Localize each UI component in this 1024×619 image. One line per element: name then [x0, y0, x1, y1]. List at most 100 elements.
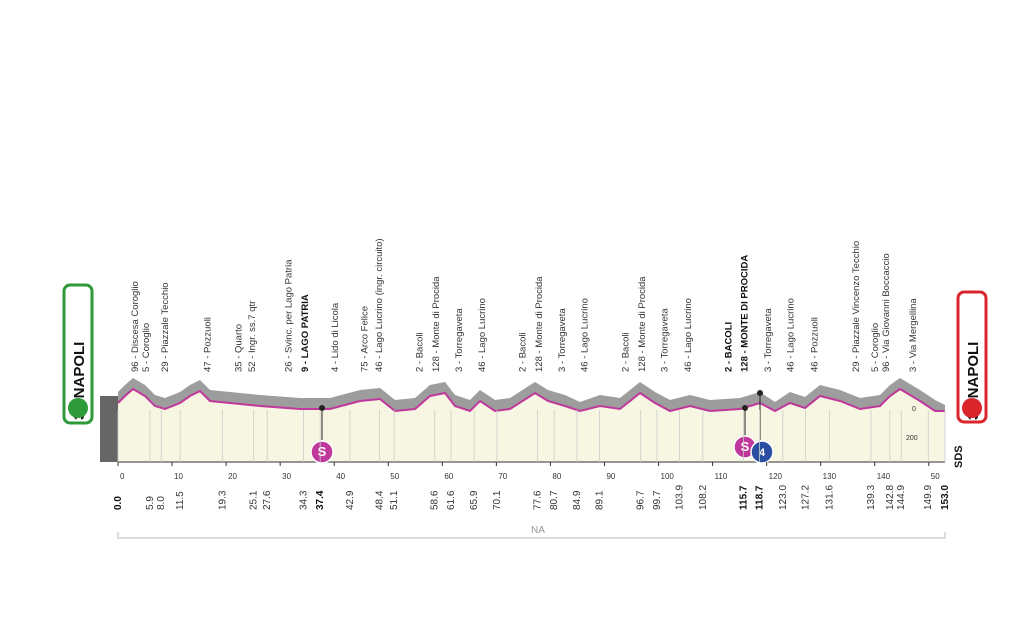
waypoint-label: 2 - BACOLI — [723, 322, 734, 372]
axis-tick-label: 100 — [661, 472, 675, 481]
axis-tick-label: 90 — [606, 472, 615, 481]
waypoint-label: 29 - Piazzale Vincenzo Tecchio — [851, 241, 862, 372]
waypoint-label: 3 - Torregaveta — [454, 308, 465, 372]
km-label: 51.1 — [389, 490, 400, 510]
km-label: 108.2 — [698, 485, 709, 510]
axis-tick-label: 50 — [931, 472, 940, 481]
waypoint-label: 4 - Lido di Licola — [330, 302, 341, 372]
waypoint-label: 128 - Monte di Procida — [637, 276, 648, 372]
waypoint-label: 2 - Bacoli — [621, 332, 632, 372]
axis-tick-label: 30 — [282, 472, 291, 481]
waypoint-label: 2 - Bacoli — [415, 332, 426, 372]
km-label: 89.1 — [595, 490, 606, 510]
axis-tick-label: 50 — [390, 472, 399, 481]
km-label: 153.0 — [940, 485, 951, 510]
km-label: 42.9 — [345, 490, 356, 510]
km-label: 144.9 — [896, 485, 907, 510]
km-label: 84.9 — [572, 490, 583, 510]
km-label: 115.7 — [738, 485, 749, 510]
km-label: 149.9 — [923, 485, 934, 510]
waypoint-label: 35 - Quarto — [234, 324, 245, 372]
axis-tick-label: 20 — [228, 472, 237, 481]
waypoint-label: 46 - Lago Lucrino (ingr. circuito) — [374, 238, 385, 372]
waypoint-label: 3 - Via Mergellina — [908, 298, 919, 372]
sprint-label: S — [318, 444, 327, 459]
waypoint-label: 47 - Pozzuoli — [202, 317, 213, 372]
sprint-dot — [319, 405, 325, 411]
km-label: 77.6 — [532, 490, 543, 510]
waypoint-label: 75 - Arco Felice — [360, 306, 371, 372]
altitude-tick: 200 — [906, 435, 918, 442]
climb-dot — [757, 390, 763, 396]
waypoint-label: 46 - Pozzuoli — [809, 317, 820, 372]
finish-icon — [962, 398, 982, 418]
waypoint-label: 46 - Lago Lucrino — [580, 298, 591, 372]
waypoint-label: 46 - Lago Lucrino — [786, 298, 797, 372]
km-label: 123.0 — [778, 485, 789, 510]
km-label: 118.7 — [755, 485, 766, 510]
distance-bracket — [117, 532, 946, 539]
km-label: 11.5 — [175, 491, 186, 510]
km-label: 99.7 — [652, 490, 663, 510]
waypoint-label: 128 - Monte di Procida — [431, 276, 442, 372]
km-label: 48.4 — [375, 490, 386, 510]
km-label: 19.3 — [217, 490, 228, 510]
start-block — [100, 396, 118, 462]
axis-tick-label: 120 — [769, 472, 783, 481]
waypoint-label: 5 - Coroglio — [141, 323, 152, 372]
climb-icon — [750, 440, 774, 464]
km-label: 131.6 — [824, 485, 835, 510]
start-icon — [68, 398, 88, 418]
km-label: 8.0 — [156, 496, 167, 510]
axis-tick-label: 40 — [336, 472, 345, 481]
waypoint-label: 3 - Torregaveta — [557, 308, 568, 372]
axis-tick-label: 130 — [823, 472, 837, 481]
km-label: 103.9 — [675, 485, 686, 510]
climb-category: 4 — [759, 447, 766, 459]
distance-label: NA — [531, 525, 545, 536]
waypoint-label: 3 - Torregaveta — [660, 308, 671, 372]
axis-tick-label: 70 — [498, 472, 507, 481]
waypoint-label: 128 - MONTE DI PROCIDA — [740, 255, 751, 372]
axis-tick-label: 80 — [552, 472, 561, 481]
waypoint-label: 128 - Monte di Procida — [534, 276, 545, 372]
sprint-icon — [310, 440, 334, 464]
km-label: 5.9 — [145, 496, 156, 510]
route-line — [117, 387, 945, 413]
waypoint-label: 2 - Bacoli — [517, 332, 528, 372]
waypoint-label: 3 - Torregaveta — [763, 308, 774, 372]
waypoint-label: 46 - Lago Lucrino — [477, 298, 488, 372]
km-label: 34.3 — [298, 490, 309, 510]
km-label: 80.7 — [549, 490, 560, 510]
finish-sprint-dot — [742, 405, 748, 411]
waypoint-label: 46 - Lago Lucrino — [683, 298, 694, 372]
km-label: 142.8 — [885, 485, 896, 510]
waypoint-label: 29 - Piazzale Tecchio — [160, 282, 171, 372]
finish-sprint-label: S — [741, 439, 750, 454]
axis-tick-label: 10 — [174, 472, 183, 481]
km-label: 70.1 — [492, 490, 503, 510]
waypoint-label: 26 - Svinc. per Lago Patria — [283, 259, 294, 372]
bracket-gap — [522, 522, 554, 536]
axis-tick-label: 0 — [120, 472, 125, 481]
axis-tick-label: 140 — [877, 472, 891, 481]
waypoint-label: 9 - LAGO PATRIA — [300, 294, 311, 372]
km-label: 27.6 — [262, 490, 273, 510]
km-label: 65.9 — [469, 490, 480, 510]
axis-tick-label: 60 — [444, 472, 453, 481]
km-label: 127.2 — [801, 485, 812, 510]
finish-box — [956, 290, 988, 424]
waypoint-label: 5 - Coroglio — [870, 323, 881, 372]
km-label: 37.4 — [315, 490, 326, 510]
km-label: 58.6 — [430, 490, 441, 510]
km-label: 61.6 — [446, 490, 457, 510]
km-label: 25.1 — [249, 490, 260, 510]
logo: SDS — [953, 445, 965, 468]
waypoint-label: 96 - Discesa Coroglio — [130, 281, 141, 372]
km-label: 96.7 — [636, 490, 647, 510]
start-box — [62, 283, 94, 425]
altitude-tick: 0 — [912, 406, 916, 413]
waypoint-label: 52 - Ingr. ss.7 qtr — [247, 301, 258, 372]
axis-tick-label: 110 — [715, 472, 728, 481]
km-label: 139.3 — [866, 485, 877, 510]
